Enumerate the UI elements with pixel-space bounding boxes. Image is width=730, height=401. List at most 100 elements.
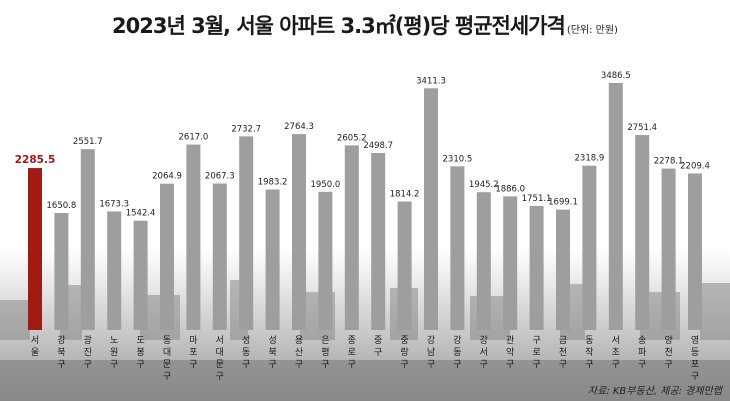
category-label-광진구-0: 광 — [84, 334, 92, 346]
category-label-금천구-1: 천 — [559, 347, 567, 358]
category-label-성동구-1: 동 — [242, 347, 250, 358]
category-label-은평구-1: 평 — [321, 347, 329, 358]
category-label-노원구-1: 원 — [110, 347, 118, 358]
bar-중랑구 — [397, 201, 412, 330]
category-label-중랑구-2: 구 — [400, 359, 408, 370]
category-label-동작구-1: 작 — [585, 347, 593, 358]
category-label-도봉구-0: 도 — [136, 336, 144, 346]
bar-송파구 — [635, 135, 650, 330]
value-label-노원구: 1673.3 — [99, 199, 129, 209]
value-label-동대문구: 2064.9 — [152, 172, 182, 182]
bar-서초구 — [608, 82, 623, 330]
category-label-양천구-2: 구 — [664, 359, 672, 370]
value-label-강서구: 1945.2 — [469, 180, 499, 190]
value-label-종로구: 2605.2 — [337, 133, 367, 143]
bar-광진구 — [80, 149, 95, 330]
value-label-용산구: 2764.3 — [284, 122, 314, 132]
chart-title: 2023년 3월, 서울 아파트 3.3㎡(평)당 평균전세가격 — [112, 14, 566, 38]
value-label-강남구: 3411.3 — [416, 76, 446, 86]
category-label-광진구-2: 구 — [84, 359, 92, 370]
category-label-중랑구-0: 중 — [400, 335, 408, 346]
category-label-송파구-1: 파 — [638, 347, 647, 358]
bar-동대문구 — [160, 183, 174, 330]
value-label-중구: 2498.7 — [363, 141, 393, 151]
category-label-영등포구-3: 구 — [691, 371, 699, 382]
category-label-동작구-2: 구 — [585, 359, 593, 370]
category-label-동대문구-3: 구 — [163, 371, 171, 382]
category-label-관악구-1: 악 — [506, 346, 514, 358]
bar-종로구 — [344, 145, 359, 330]
category-label-중구-0: 중 — [374, 335, 382, 346]
category-label-구로구-0: 구 — [532, 335, 540, 346]
category-label-양천구-1: 천 — [664, 347, 672, 358]
category-label-강서구-1: 서 — [480, 347, 488, 358]
bar-구로구 — [529, 205, 544, 330]
bar-강서구 — [476, 192, 491, 330]
category-label-동작구-0: 동 — [585, 335, 593, 346]
category-label-서초구-0: 서 — [612, 335, 620, 346]
category-label-중구-1: 구 — [374, 347, 382, 358]
value-label-구로구: 1751.1 — [522, 194, 552, 204]
value-label-중랑구: 1814.2 — [390, 189, 420, 199]
category-label-강북구-0: 강 — [57, 335, 65, 346]
category-label-용산구-1: 산 — [295, 347, 303, 358]
category-label-금천구-2: 구 — [559, 359, 567, 370]
category-label-성동구-2: 구 — [242, 359, 250, 370]
value-label-도봉구: 1542.4 — [126, 209, 156, 219]
bar-용산구 — [292, 134, 306, 330]
bar-서울 — [28, 168, 42, 330]
value-label-성북구: 1983.2 — [258, 177, 288, 187]
value-label-송파구: 2751.4 — [627, 123, 657, 133]
category-label-종로구-1: 로 — [348, 348, 356, 358]
category-label-서울-1: 울 — [31, 347, 39, 358]
category-label-노원구-2: 구 — [110, 359, 118, 370]
bar-중구 — [371, 152, 386, 330]
value-label-광진구: 2551.7 — [73, 137, 103, 147]
category-label-강남구-0: 강 — [427, 335, 435, 346]
bar-은평구 — [318, 191, 333, 330]
category-label-동대문구-1: 대 — [163, 347, 171, 358]
value-label-성동구: 2732.7 — [231, 124, 261, 134]
category-label-강서구-2: 구 — [480, 359, 488, 370]
category-label-관악구-0: 관 — [506, 335, 514, 346]
category-label-금천구-0: 금 — [559, 335, 567, 346]
category-label-양천구-0: 양 — [664, 335, 672, 346]
category-label-은평구-0: 은 — [321, 335, 329, 346]
value-label-금천구: 1699.1 — [548, 198, 578, 208]
category-label-용산구-2: 구 — [295, 359, 303, 370]
bar-영등포구 — [688, 173, 702, 330]
bar-강남구 — [424, 88, 438, 330]
category-label-송파구-2: 구 — [638, 359, 646, 370]
value-label-강동구: 2310.5 — [443, 154, 473, 164]
category-label-은평구-2: 구 — [321, 359, 329, 370]
unit-note: (단위: 만원) — [566, 25, 618, 36]
category-label-강동구-0: 강 — [453, 335, 461, 346]
category-label-서대문구-3: 구 — [216, 371, 224, 382]
category-label-송파구-0: 송 — [638, 335, 646, 346]
category-label-용산구-0: 용 — [295, 335, 303, 346]
category-label-도봉구-1: 봉 — [136, 347, 144, 358]
category-label-영등포구-1: 등 — [691, 347, 699, 358]
category-label-성동구-0: 성 — [242, 335, 250, 346]
category-label-성북구-2: 구 — [268, 359, 276, 370]
category-label-강남구-1: 남 — [427, 347, 435, 358]
category-label-동대문구-2: 문 — [163, 359, 171, 370]
bar-금천구 — [556, 209, 570, 330]
category-label-서초구-1: 초 — [612, 347, 620, 358]
category-label-마포구-0: 마 — [189, 335, 198, 346]
bar-성동구 — [239, 136, 254, 330]
bar-양천구 — [661, 168, 676, 330]
category-label-강북구-2: 구 — [57, 359, 65, 370]
bar-강동구 — [450, 166, 465, 330]
bar-마포구 — [186, 144, 201, 330]
category-label-서대문구-2: 문 — [216, 359, 224, 370]
category-label-강서구-0: 강 — [480, 335, 488, 346]
category-label-마포구-2: 구 — [189, 359, 197, 370]
bar-강북구 — [54, 213, 69, 330]
source-note: 자료: KB부동산, 제공: 경제만랩 — [587, 386, 722, 397]
category-label-광진구-1: 진 — [84, 347, 92, 358]
category-label-서대문구-0: 서 — [216, 335, 224, 346]
category-label-종로구-2: 구 — [348, 359, 356, 370]
value-label-은평구: 1950.0 — [311, 180, 341, 190]
category-label-성북구-0: 성 — [268, 335, 276, 346]
